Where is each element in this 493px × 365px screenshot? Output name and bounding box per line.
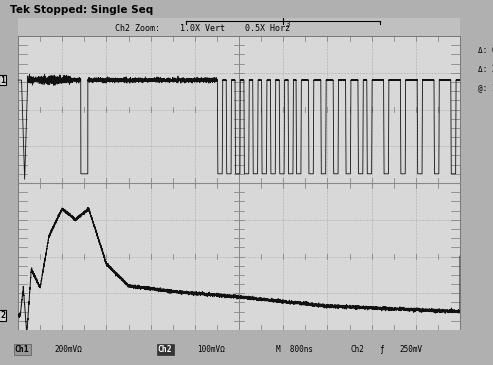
- Text: 200mVΩ: 200mVΩ: [54, 345, 82, 354]
- Text: 1: 1: [0, 76, 5, 85]
- Text: M  800ns: M 800ns: [276, 345, 313, 354]
- Text: 3: 3: [285, 21, 290, 27]
- Text: Ch2: Ch2: [158, 345, 173, 354]
- Text: Ch1: Ch1: [15, 345, 30, 354]
- Text: 2: 2: [0, 311, 5, 320]
- Text: ƒ: ƒ: [380, 345, 384, 354]
- Text: Ch2 Zoom:    1.0X Vert    0.5X Horz: Ch2 Zoom: 1.0X Vert 0.5X Horz: [115, 24, 290, 33]
- Text: @: 116mV: @: 116mV: [478, 83, 493, 92]
- Text: 250mV: 250mV: [399, 345, 423, 354]
- Text: 100mVΩ: 100mVΩ: [197, 345, 225, 354]
- Text: Ch2: Ch2: [350, 345, 364, 354]
- Text: Tek Stopped: Single Seq: Tek Stopped: Single Seq: [10, 5, 153, 15]
- Text: Δ: 3.55μs: Δ: 3.55μs: [478, 65, 493, 74]
- Text: Δ: 692mV: Δ: 692mV: [478, 46, 493, 55]
